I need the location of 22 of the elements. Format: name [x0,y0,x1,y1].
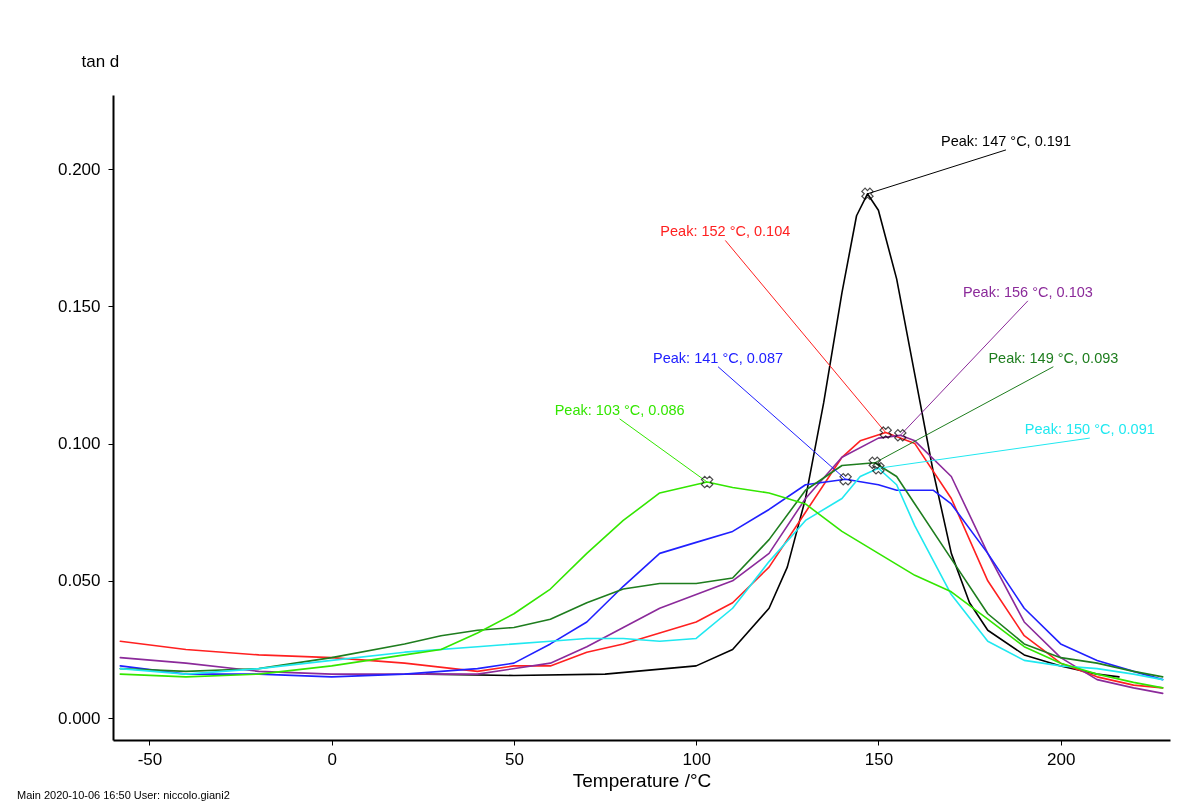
x-axis-title: Temperature /°C [572,769,712,791]
x-tick-label: 150 [864,749,894,769]
annotation: Peak: 103 °C, 0.086 [554,401,685,418]
y-tick-label: 0.100 [57,434,101,454]
annotation: Peak: 156 °C, 0.103 [962,283,1093,300]
annotation: Peak: 141 °C, 0.087 [653,349,784,366]
text: Main 2020-10-06 16:50 User: niccolo.giani2 [17,789,230,801]
y-tick-label: 0.150 [57,296,101,316]
annotation: Peak: 149 °C, 0.093 [988,349,1119,366]
x-tick-label: 100 [682,749,711,769]
y-axis-title: tan d [81,51,120,71]
point [861,187,874,201]
annotation: Peak: 147 °C, 0.191 [941,132,1071,149]
y-tick-label: 0.200 [57,159,101,179]
x-tick-label: -50 [137,749,163,769]
y-tick-label: 0.050 [57,571,101,591]
x-tick-label: 0 [327,749,337,769]
annotation: Peak: 150 °C, 0.091 [1024,421,1155,438]
annotation: Peak: 152 °C, 0.104 [660,223,791,240]
x-tick-label: 200 [1046,749,1076,769]
x-tick-label: 50 [504,749,524,769]
y-tick-label: 0.000 [57,708,101,728]
